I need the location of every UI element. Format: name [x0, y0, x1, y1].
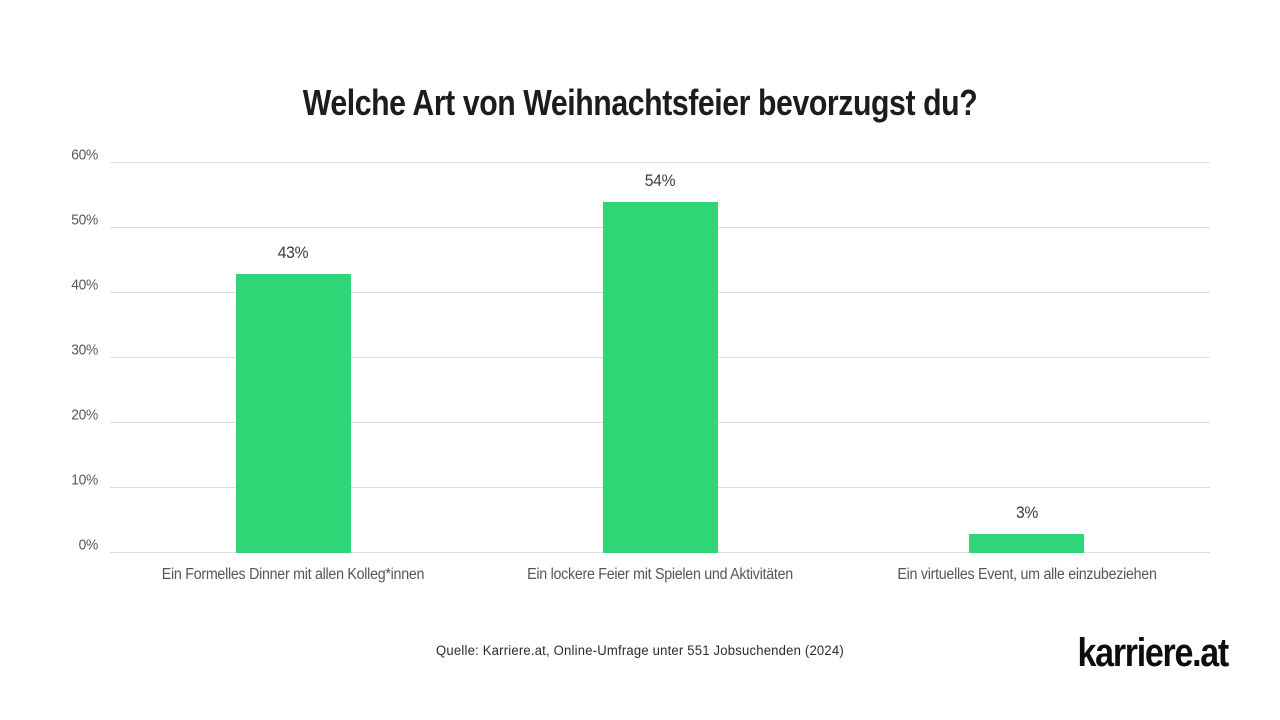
y-axis-tick-label: 30%: [71, 341, 98, 359]
bar-2: [602, 202, 718, 553]
x-axis-category-label: Ein virtuelles Event, um alle einzubezie…: [897, 566, 1157, 583]
y-axis-tick-label: 10%: [71, 471, 98, 489]
source-note: Quelle: Karriere.at, Online-Umfrage unte…: [436, 643, 844, 658]
y-axis-tick-label: 40%: [71, 276, 98, 294]
x-axis-category-label: Ein lockere Feier mit Spielen und Aktivi…: [527, 566, 793, 583]
bar-1: [235, 273, 351, 553]
y-axis-tick-label: 50%: [71, 211, 98, 229]
gridline-60: [110, 162, 1210, 163]
plot-area: 0% 10% 20% 30% 40% 50% 60% 43% Ein Formelles Din…: [71, 147, 1210, 583]
bar-value-label: 3%: [1015, 502, 1038, 522]
bar-3: [969, 533, 1085, 553]
bar-value-label: 43%: [278, 242, 309, 262]
y-axis-tick-label: 60%: [71, 146, 98, 164]
brand-logo: karriere.at: [1077, 631, 1230, 675]
chart-title: Welche Art von Weihnachtsfeier bevorzugs…: [302, 82, 978, 123]
bar-value-label: 54%: [644, 171, 676, 190]
x-axis-category-label: Ein Formelles Dinner mit allen Kolleg*in…: [162, 566, 425, 583]
y-axis-tick-label: 0%: [78, 536, 99, 554]
y-axis-tick-label: 20%: [71, 406, 98, 424]
